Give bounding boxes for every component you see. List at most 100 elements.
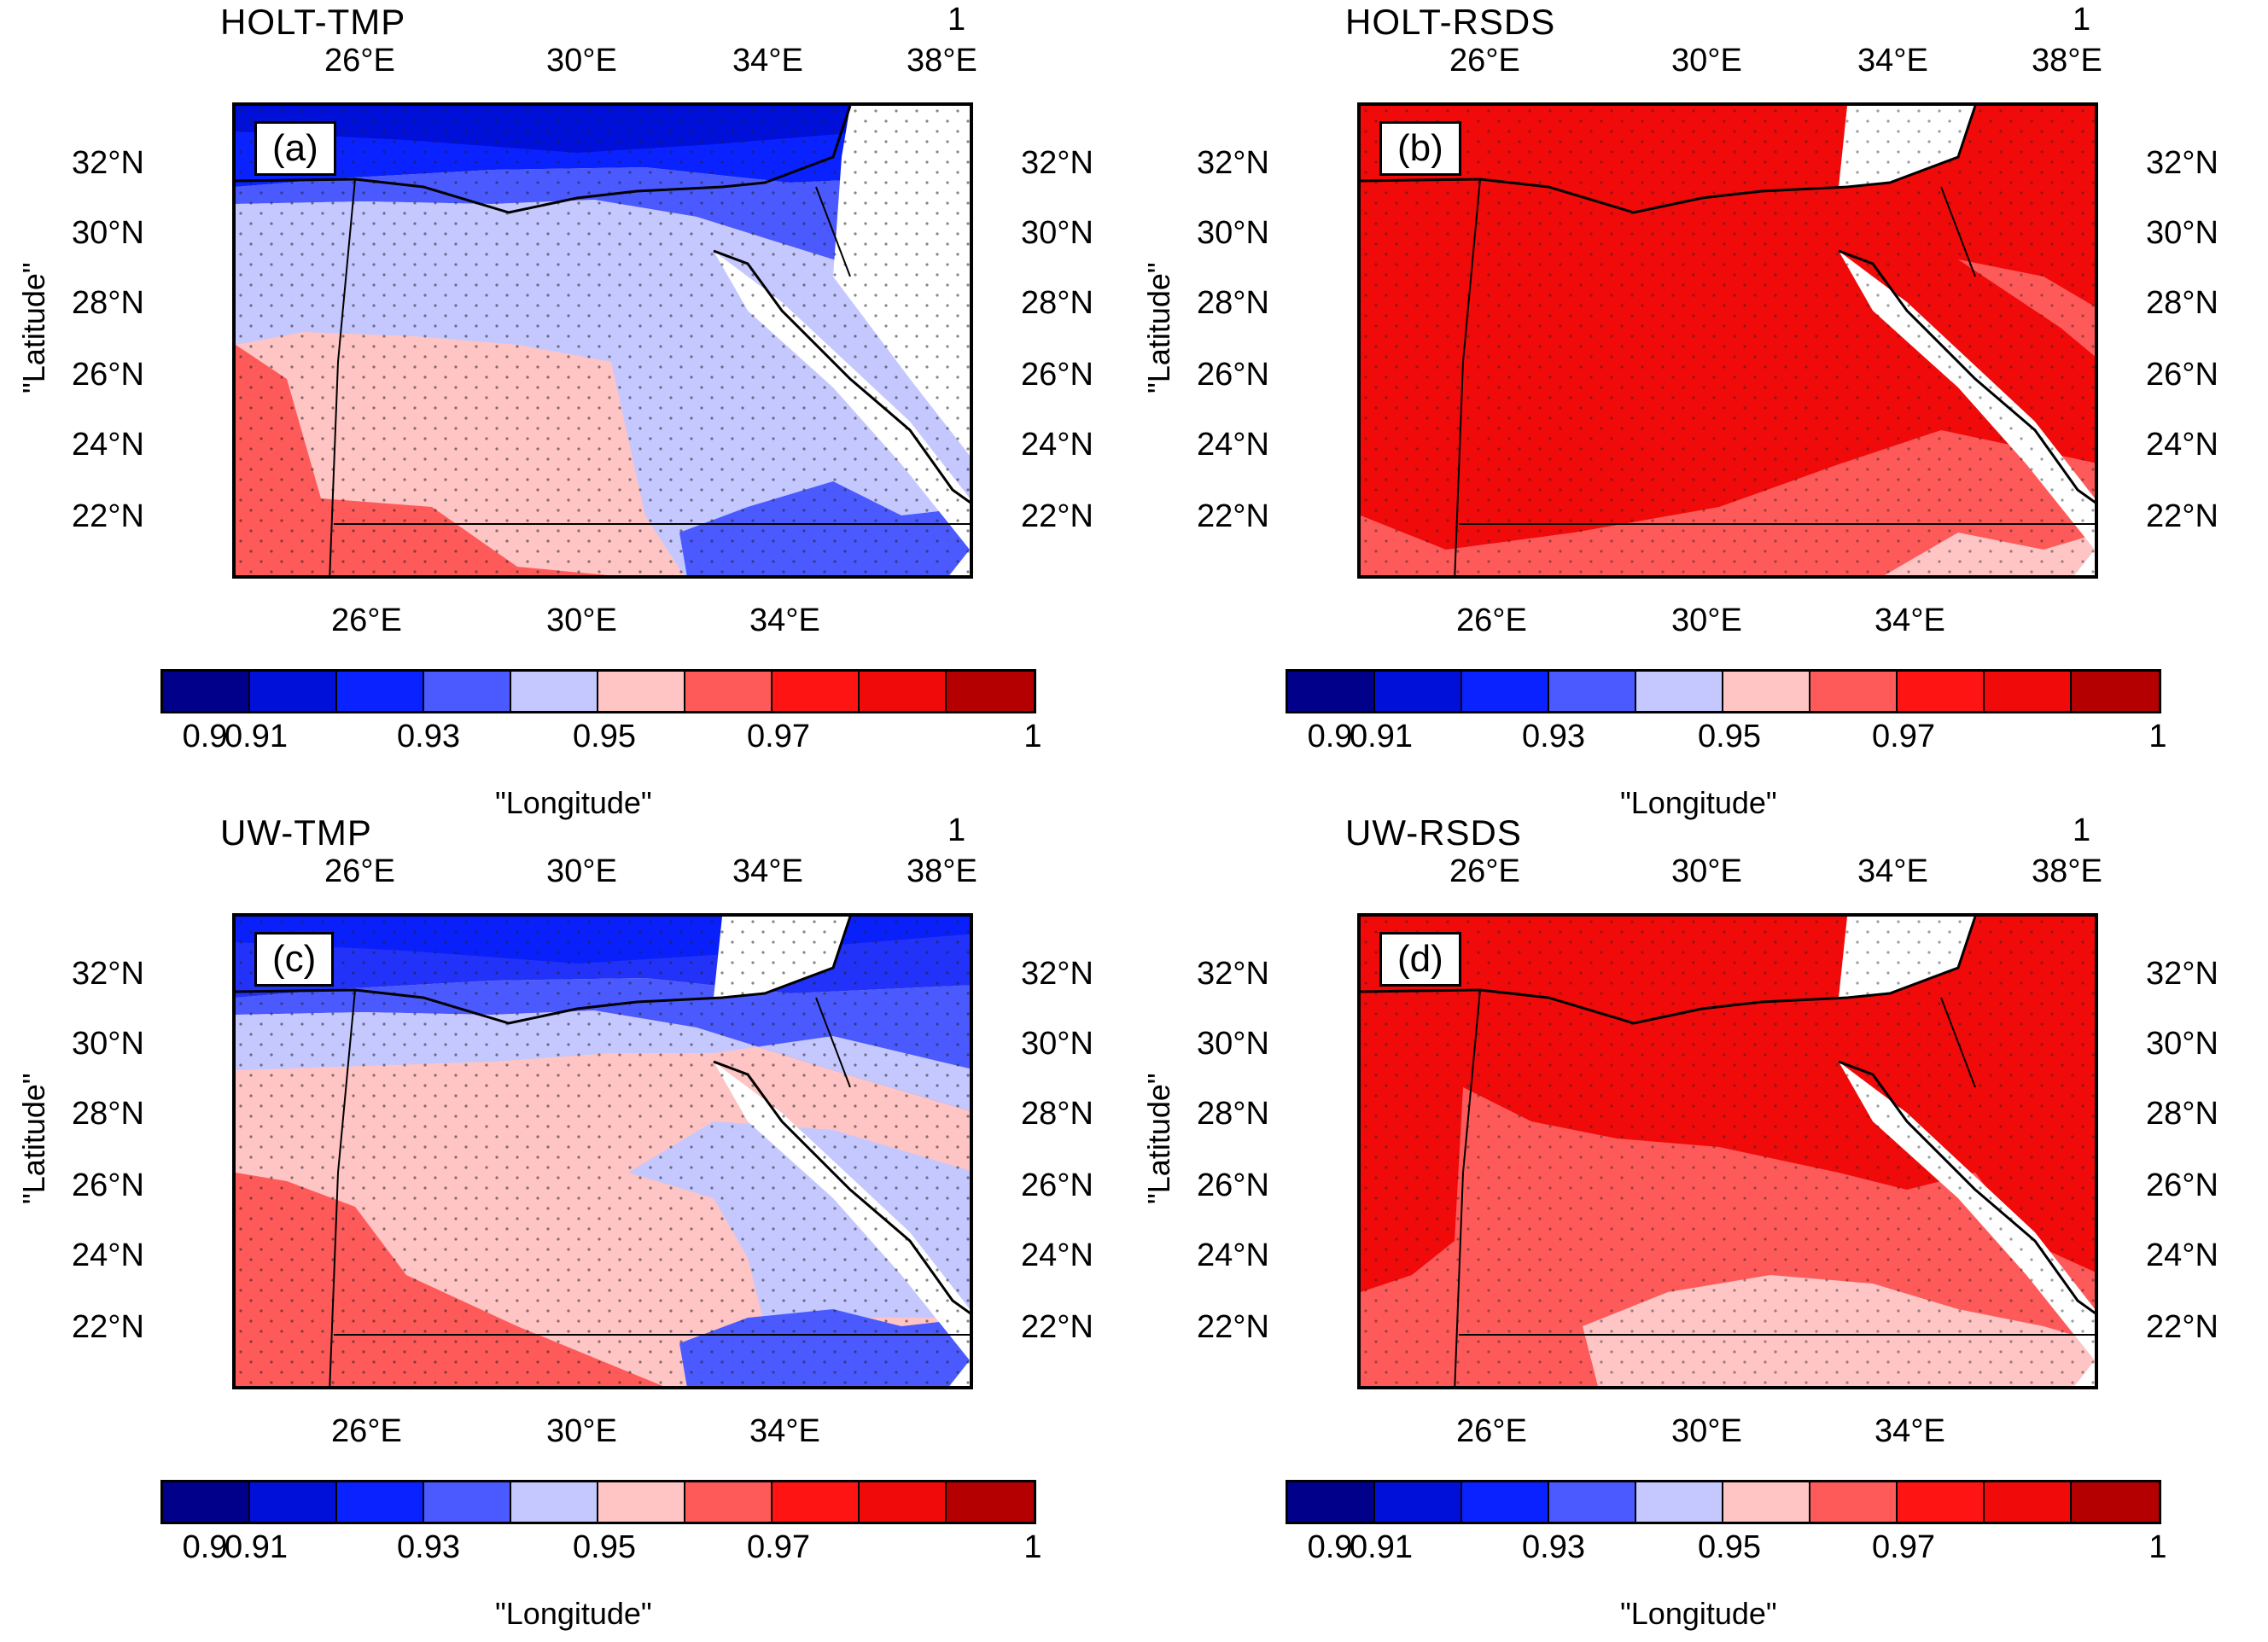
lat-tick-label: 30°N: [72, 1026, 144, 1062]
lat-tick-label: 22°N: [2146, 1309, 2218, 1345]
colorbar-label: 0.91: [224, 719, 288, 754]
colorbar-label: 0.93: [1522, 1529, 1585, 1565]
colorbar-segment: [1898, 1482, 1985, 1522]
lon-tick-label: 30°E: [546, 1413, 617, 1449]
colorbar-segment: [2072, 672, 2159, 711]
lat-tick-label: 24°N: [72, 427, 144, 463]
coastline: [1361, 917, 1977, 1025]
colorbar-segment: [860, 672, 947, 711]
stipple-layer: [1361, 106, 2095, 575]
lon-tick-label: 26°E: [324, 43, 395, 79]
panel-letter: (b): [1379, 121, 1461, 176]
colorbar-segment: [1288, 672, 1375, 711]
colorbar-segment: [163, 1482, 250, 1522]
coastline: [1361, 106, 1977, 214]
lon-tick-label: 30°E: [546, 43, 617, 79]
colorbar-segment: [337, 672, 424, 711]
lon-tick-label: 38°E: [2032, 43, 2102, 79]
lat-tick-label: 26°N: [1197, 357, 1269, 393]
colorbar-segment: [1375, 672, 1462, 711]
lat-tick-label: 32°N: [72, 145, 144, 181]
lat-tick-label: 32°N: [1021, 145, 1093, 181]
lat-tick-label: 28°N: [1021, 1096, 1093, 1132]
colorbar-label: 0.93: [397, 1529, 460, 1565]
map-canvas: [236, 106, 970, 575]
lat-tick-label: 26°N: [2146, 1167, 2218, 1203]
lat-tick-label: 30°N: [1021, 215, 1093, 251]
lat-tick-label: 30°N: [1021, 1026, 1093, 1062]
lon-tick-label: 34°E: [732, 853, 803, 889]
lon-tick-label: 38°E: [2032, 853, 2102, 889]
panel-a: HOLT-TMP 1 26°E 30°E 34°E 38°E "Latitude…: [0, 0, 1118, 820]
colorbar-label: 0.93: [397, 719, 460, 754]
lat-tick-label: 24°N: [72, 1237, 144, 1273]
lon-tick-label: 26°E: [1449, 43, 1520, 79]
panel-c: UW-TMP 1 26°E 30°E 34°E 38°E "Latitude" …: [0, 811, 1118, 1631]
lon-tick-label: 30°E: [546, 603, 617, 638]
lat-tick-label: 30°N: [72, 215, 144, 251]
lon-tick-label: 34°E: [1874, 603, 1945, 638]
lat-tick-label: 22°N: [1021, 1309, 1093, 1345]
border-line: [329, 989, 356, 1386]
border-line: [1454, 989, 1481, 1386]
coastline: [1838, 249, 2095, 504]
colorbar-label: 0.9: [1307, 1529, 1353, 1565]
map-canvas: [1361, 106, 2095, 575]
lon-tick-label: 30°E: [1671, 853, 1742, 889]
panel-title: UW-RSDS: [1345, 812, 1522, 853]
colorbar-segment: [1985, 1482, 2072, 1522]
lat-tick-label: 28°N: [72, 1096, 144, 1132]
colorbar-segment: [337, 1482, 424, 1522]
map-area: (c): [232, 913, 973, 1389]
lat-tick-label: 32°N: [1021, 956, 1093, 992]
lat-tick-label: 28°N: [1197, 1096, 1269, 1132]
map-area: (d): [1357, 913, 2098, 1389]
lat-tick-label: 22°N: [2146, 498, 2218, 534]
colorbar-label: 1: [1023, 1529, 1042, 1565]
lon-tick-label: 26°E: [1456, 1413, 1527, 1449]
y-axis-title: "Latitude": [1141, 1073, 1176, 1204]
coastline: [1838, 1060, 2095, 1315]
colorbar-segment: [511, 672, 598, 711]
coastline: [236, 106, 852, 214]
colorbar-segment: [1810, 672, 1898, 711]
lat-tick-label: 32°N: [2146, 145, 2218, 181]
colorbar-label: 0.97: [747, 1529, 810, 1565]
corner-label: 1: [947, 812, 966, 848]
lon-tick-label: 30°E: [1671, 43, 1742, 79]
border-line: [815, 997, 851, 1088]
y-axis-title: "Latitude": [1141, 262, 1176, 393]
colorbar-segment: [685, 1482, 773, 1522]
lon-tick-label: 26°E: [324, 853, 395, 889]
colorbar-segment: [773, 672, 860, 711]
lat-tick-label: 22°N: [1197, 1309, 1269, 1345]
colorbar-label: 0.9: [1307, 719, 1353, 754]
lat-tick-label: 32°N: [1197, 145, 1269, 181]
stipple-layer: [236, 917, 970, 1386]
lat-tick-label: 26°N: [72, 357, 144, 393]
lon-tick-label: 38°E: [907, 43, 977, 79]
lat-tick-label: 32°N: [2146, 956, 2218, 992]
corner-label: 1: [2073, 2, 2091, 38]
map-area: (b): [1357, 102, 2098, 579]
lon-tick-label: 30°E: [1671, 1413, 1742, 1449]
corner-label: 1: [2073, 812, 2091, 848]
colorbar-segment: [1549, 672, 1636, 711]
colorbar-segment: [860, 1482, 947, 1522]
panel-d: UW-RSDS 1 26°E 30°E 34°E 38°E "Latitude"…: [1125, 811, 2243, 1631]
corner-label: 1: [947, 2, 966, 38]
lat-tick-label: 22°N: [72, 498, 144, 534]
map-canvas: [236, 917, 970, 1386]
colorbar-label: 0.95: [1698, 719, 1761, 754]
colorbar-label: 0.97: [1872, 719, 1935, 754]
colorbar-segment: [1462, 672, 1549, 711]
lat-tick-label: 24°N: [1197, 1237, 1269, 1273]
colorbar-segment: [1985, 672, 2072, 711]
x-axis-title: "Longitude": [1620, 1596, 1777, 1631]
colorbar-segment: [2072, 1482, 2159, 1522]
lon-tick-label: 34°E: [732, 43, 803, 79]
colorbar-segment: [1636, 672, 1723, 711]
lat-tick-label: 28°N: [72, 285, 144, 321]
lon-tick-label: 30°E: [1671, 603, 1742, 638]
coastline: [236, 917, 852, 1025]
